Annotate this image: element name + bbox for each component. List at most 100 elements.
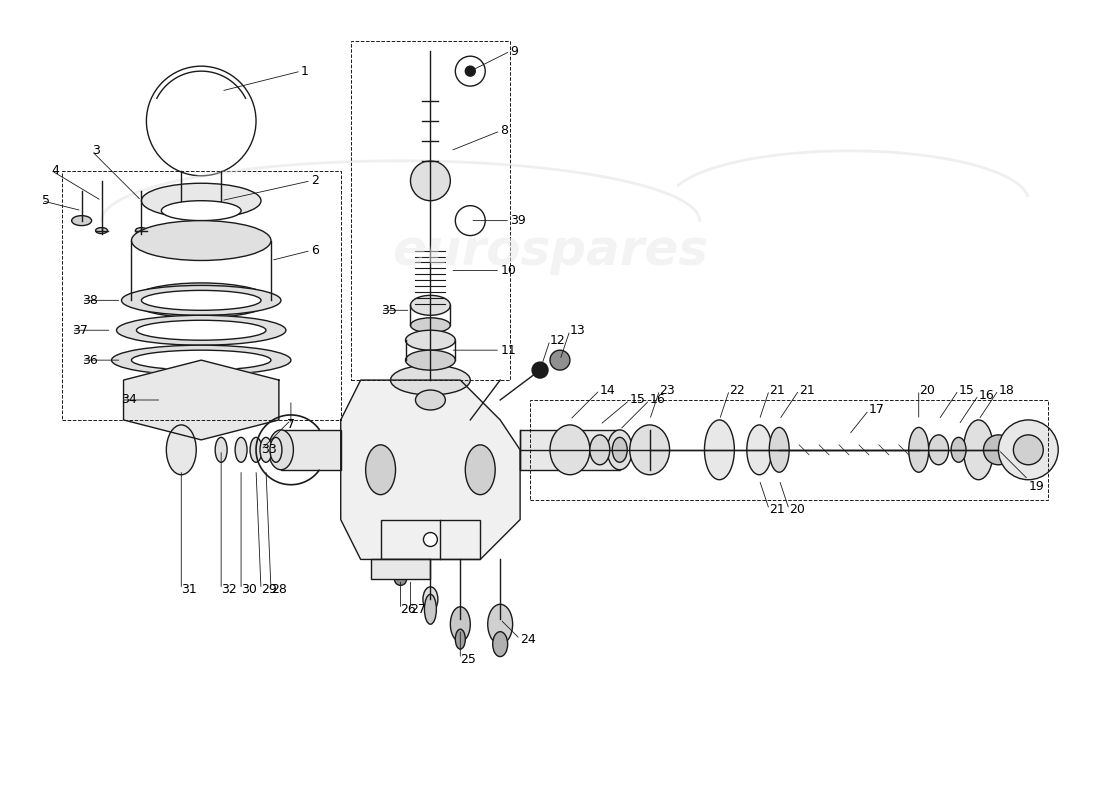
Ellipse shape	[270, 438, 282, 462]
Text: 11: 11	[500, 344, 516, 357]
Text: 17: 17	[869, 403, 884, 417]
Text: 30: 30	[241, 583, 257, 596]
Ellipse shape	[250, 438, 262, 462]
Text: 8: 8	[500, 125, 508, 138]
Text: 25: 25	[460, 653, 476, 666]
Text: 31: 31	[182, 583, 197, 596]
Text: 35: 35	[381, 304, 396, 317]
Circle shape	[1013, 435, 1043, 465]
Ellipse shape	[72, 216, 91, 226]
Ellipse shape	[550, 425, 590, 474]
Ellipse shape	[410, 318, 450, 333]
Ellipse shape	[235, 438, 248, 462]
Polygon shape	[520, 430, 619, 470]
Ellipse shape	[142, 183, 261, 218]
Text: 2: 2	[311, 174, 319, 187]
Text: 3: 3	[91, 144, 99, 158]
Ellipse shape	[425, 594, 437, 624]
Ellipse shape	[422, 587, 438, 612]
Text: 1: 1	[301, 65, 309, 78]
Ellipse shape	[132, 221, 271, 261]
Ellipse shape	[390, 365, 471, 395]
Text: 33: 33	[261, 443, 277, 456]
Text: 18: 18	[999, 383, 1014, 397]
Polygon shape	[280, 430, 341, 470]
Ellipse shape	[410, 295, 450, 315]
Ellipse shape	[111, 345, 290, 375]
Ellipse shape	[96, 228, 108, 234]
Ellipse shape	[769, 427, 789, 472]
Text: 21: 21	[769, 383, 785, 397]
Bar	[381, 519, 481, 559]
Text: 39: 39	[510, 214, 526, 227]
Ellipse shape	[607, 430, 632, 470]
Text: 7: 7	[287, 418, 295, 431]
Text: 32: 32	[221, 583, 236, 596]
Text: 19: 19	[1028, 480, 1044, 493]
Ellipse shape	[909, 427, 928, 472]
Text: 22: 22	[729, 383, 745, 397]
Circle shape	[983, 435, 1013, 465]
Ellipse shape	[132, 350, 271, 370]
Text: 29: 29	[261, 583, 277, 596]
Circle shape	[146, 66, 256, 176]
Circle shape	[465, 66, 475, 76]
Text: 5: 5	[42, 194, 50, 207]
Bar	[351, 42, 510, 380]
Ellipse shape	[964, 420, 993, 480]
Circle shape	[999, 420, 1058, 480]
Bar	[62, 170, 341, 420]
Ellipse shape	[166, 425, 196, 474]
Ellipse shape	[135, 228, 147, 234]
Text: 15: 15	[629, 394, 646, 406]
Text: 34: 34	[121, 394, 138, 406]
Text: 6: 6	[311, 244, 319, 257]
Text: 9: 9	[510, 45, 518, 58]
Circle shape	[550, 350, 570, 370]
Ellipse shape	[216, 438, 227, 462]
Circle shape	[424, 533, 438, 546]
Bar	[371, 559, 430, 579]
Ellipse shape	[629, 425, 670, 474]
Text: 16: 16	[650, 394, 666, 406]
Text: 26: 26	[400, 602, 416, 616]
Text: 37: 37	[72, 324, 88, 337]
Ellipse shape	[136, 320, 266, 340]
Text: 27: 27	[410, 602, 427, 616]
Bar	[530, 400, 1048, 500]
Polygon shape	[341, 380, 520, 559]
Ellipse shape	[487, 604, 513, 644]
Ellipse shape	[613, 438, 627, 462]
Text: 38: 38	[81, 294, 98, 307]
Circle shape	[532, 362, 548, 378]
Circle shape	[395, 574, 407, 586]
Ellipse shape	[117, 315, 286, 345]
Text: 21: 21	[799, 383, 815, 397]
Ellipse shape	[406, 350, 455, 370]
Text: 16: 16	[979, 389, 994, 402]
Text: 4: 4	[52, 164, 59, 178]
Ellipse shape	[260, 438, 272, 462]
Ellipse shape	[450, 606, 471, 642]
Ellipse shape	[121, 286, 280, 315]
Ellipse shape	[455, 630, 465, 649]
Text: 24: 24	[520, 633, 536, 646]
Text: 20: 20	[918, 383, 935, 397]
Ellipse shape	[406, 330, 455, 350]
Ellipse shape	[928, 435, 948, 465]
Text: 13: 13	[570, 324, 585, 337]
Ellipse shape	[590, 435, 609, 465]
Ellipse shape	[704, 420, 735, 480]
Text: 15: 15	[958, 383, 975, 397]
Text: eurospares: eurospares	[392, 226, 708, 274]
Ellipse shape	[268, 430, 294, 470]
Circle shape	[410, 161, 450, 201]
Text: 36: 36	[81, 354, 98, 366]
Text: 14: 14	[600, 383, 616, 397]
Ellipse shape	[416, 390, 446, 410]
Text: 28: 28	[271, 583, 287, 596]
Polygon shape	[123, 360, 279, 440]
Text: 21: 21	[769, 503, 785, 516]
Ellipse shape	[465, 445, 495, 494]
Ellipse shape	[747, 425, 772, 474]
